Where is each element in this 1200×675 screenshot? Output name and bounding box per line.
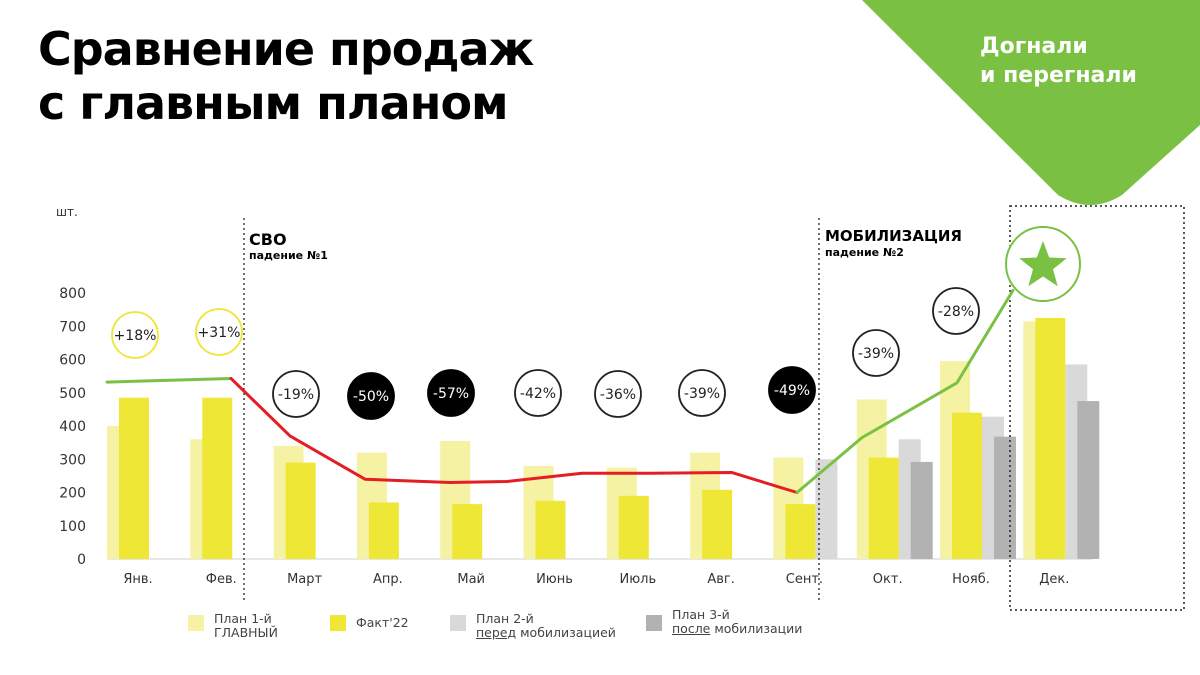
trend-line-green-recovery bbox=[795, 288, 1015, 494]
x-tick-label: Фев. bbox=[206, 572, 237, 587]
legend-plan3-rest: мобилизации bbox=[710, 621, 803, 636]
bar-plan3 bbox=[994, 436, 1016, 559]
y-tick-label: 300 bbox=[59, 452, 86, 468]
legend-plan1-line2: ГЛАВНЫЙ bbox=[214, 625, 278, 640]
annotation-label: -19% bbox=[278, 387, 314, 403]
bar-fact bbox=[1035, 317, 1066, 559]
event-subtitle-mobilization: падение №2 bbox=[825, 246, 904, 259]
legend-label-plan2: План 2-й перед мобилизацией bbox=[476, 612, 616, 640]
legend-label-fact: Факт'22 bbox=[356, 615, 409, 630]
annotation-circle bbox=[111, 311, 159, 359]
bar-plan2 bbox=[815, 459, 838, 559]
annotation-label: -50% bbox=[353, 389, 389, 405]
legend-label-plan3: План 3-й после мобилизации bbox=[672, 608, 802, 636]
bar-fact bbox=[535, 500, 566, 559]
y-tick-label: 500 bbox=[59, 386, 86, 402]
x-tick-label: Март bbox=[287, 572, 322, 587]
december-highlight-frame bbox=[1009, 205, 1185, 611]
title-line-1: Сравнение продаж bbox=[38, 22, 534, 76]
x-tick-label: Сент. bbox=[786, 572, 823, 587]
annotation-circle bbox=[195, 308, 243, 356]
annotation-label: -39% bbox=[858, 346, 894, 362]
annotation-label: +18% bbox=[114, 328, 157, 344]
event-title-mobilization: МОБИЛИЗАЦИЯ bbox=[825, 227, 962, 245]
annotation-circle bbox=[768, 366, 816, 414]
annotation-label: -28% bbox=[938, 304, 974, 320]
bar-fact bbox=[952, 412, 982, 559]
legend-item-fact: Факт'22 bbox=[330, 612, 409, 631]
event-subtitle-svo: падение №1 bbox=[249, 249, 328, 262]
annotation-circle bbox=[514, 369, 562, 417]
annotation-circle bbox=[347, 372, 395, 420]
legend-plan2-rest: мобилизацией bbox=[516, 625, 616, 640]
legend-plan3-underlined: после bbox=[672, 621, 711, 636]
bar-fact bbox=[285, 462, 316, 559]
x-tick-label: Авг. bbox=[707, 572, 735, 587]
bar-fact bbox=[202, 397, 233, 559]
annotation-circle bbox=[272, 370, 320, 418]
legend-plan2-line1: План 2-й bbox=[476, 611, 534, 626]
legend-item-plan1: План 1-й ГЛАВНЫЙ bbox=[188, 612, 278, 640]
x-tick-label: Дек. bbox=[1039, 572, 1069, 587]
bar-fact bbox=[119, 397, 149, 559]
bar-plan3 bbox=[910, 461, 933, 559]
trend-line-red bbox=[229, 376, 799, 494]
star-icon bbox=[1019, 241, 1067, 287]
legend-item-plan2: План 2-й перед мобилизацией bbox=[450, 612, 616, 640]
bar-plan3 bbox=[1077, 401, 1100, 559]
legend-swatch-fact bbox=[330, 615, 346, 631]
y-tick-label: 400 bbox=[59, 419, 86, 435]
y-tick-label: 100 bbox=[59, 519, 86, 535]
title-line-2: с главным планом bbox=[38, 76, 509, 130]
legend-plan3-line1: План 3-й bbox=[672, 607, 730, 622]
legend-swatch-plan2 bbox=[450, 615, 466, 631]
x-tick-label: Июль bbox=[619, 572, 656, 587]
x-tick-label: Янв. bbox=[123, 572, 152, 587]
y-axis-label: шт. bbox=[56, 205, 78, 219]
annotation-label: -42% bbox=[520, 386, 556, 402]
legend-plan2-underlined: перед bbox=[476, 625, 517, 640]
corner-badge-text: Догнали и перегнали bbox=[980, 32, 1137, 90]
x-tick-label: Апр. bbox=[373, 572, 403, 587]
legend-swatch-plan1 bbox=[188, 615, 204, 631]
bar-fact bbox=[868, 457, 899, 559]
legend-plan1-line1: План 1-й bbox=[214, 611, 272, 626]
annotation-circle bbox=[427, 369, 475, 417]
page-title: Сравнение продаж с главным планом bbox=[38, 22, 534, 130]
trend-line-green-start bbox=[105, 376, 233, 384]
legend-label-plan1: План 1-й ГЛАВНЫЙ bbox=[214, 612, 278, 640]
annotation-circle bbox=[852, 329, 900, 377]
legend-swatch-plan3 bbox=[646, 615, 662, 631]
annotation-label: -39% bbox=[684, 386, 720, 402]
badge-line-1: Догнали bbox=[980, 34, 1088, 59]
y-tick-label: 700 bbox=[59, 319, 86, 335]
event-title-svo: СВО bbox=[249, 230, 287, 249]
badge-line-2: и перегнали bbox=[980, 63, 1137, 88]
annotation-label: -57% bbox=[433, 386, 469, 402]
x-tick-label: Нояб. bbox=[952, 572, 990, 587]
annotation-label: -36% bbox=[600, 387, 636, 403]
y-tick-label: 600 bbox=[59, 353, 86, 369]
annotation-circle bbox=[932, 287, 980, 335]
annotation-label: +31% bbox=[198, 325, 241, 341]
annotation-label: -49% bbox=[774, 383, 810, 399]
annotation-circle bbox=[594, 370, 642, 418]
bar-fact bbox=[785, 504, 816, 559]
annotation-circle bbox=[678, 369, 726, 417]
x-tick-label: Май bbox=[457, 572, 485, 587]
x-tick-label: Окт. bbox=[873, 572, 903, 587]
y-tick-label: 800 bbox=[59, 286, 86, 302]
bar-fact bbox=[452, 504, 483, 559]
bar-fact bbox=[618, 495, 649, 559]
y-tick-label: 0 bbox=[77, 552, 86, 568]
x-tick-label: Июнь bbox=[536, 572, 573, 587]
bar-fact bbox=[702, 489, 733, 559]
legend-item-plan3: План 3-й после мобилизации bbox=[646, 608, 802, 636]
bar-fact bbox=[368, 502, 399, 559]
y-tick-label: 200 bbox=[59, 486, 86, 502]
